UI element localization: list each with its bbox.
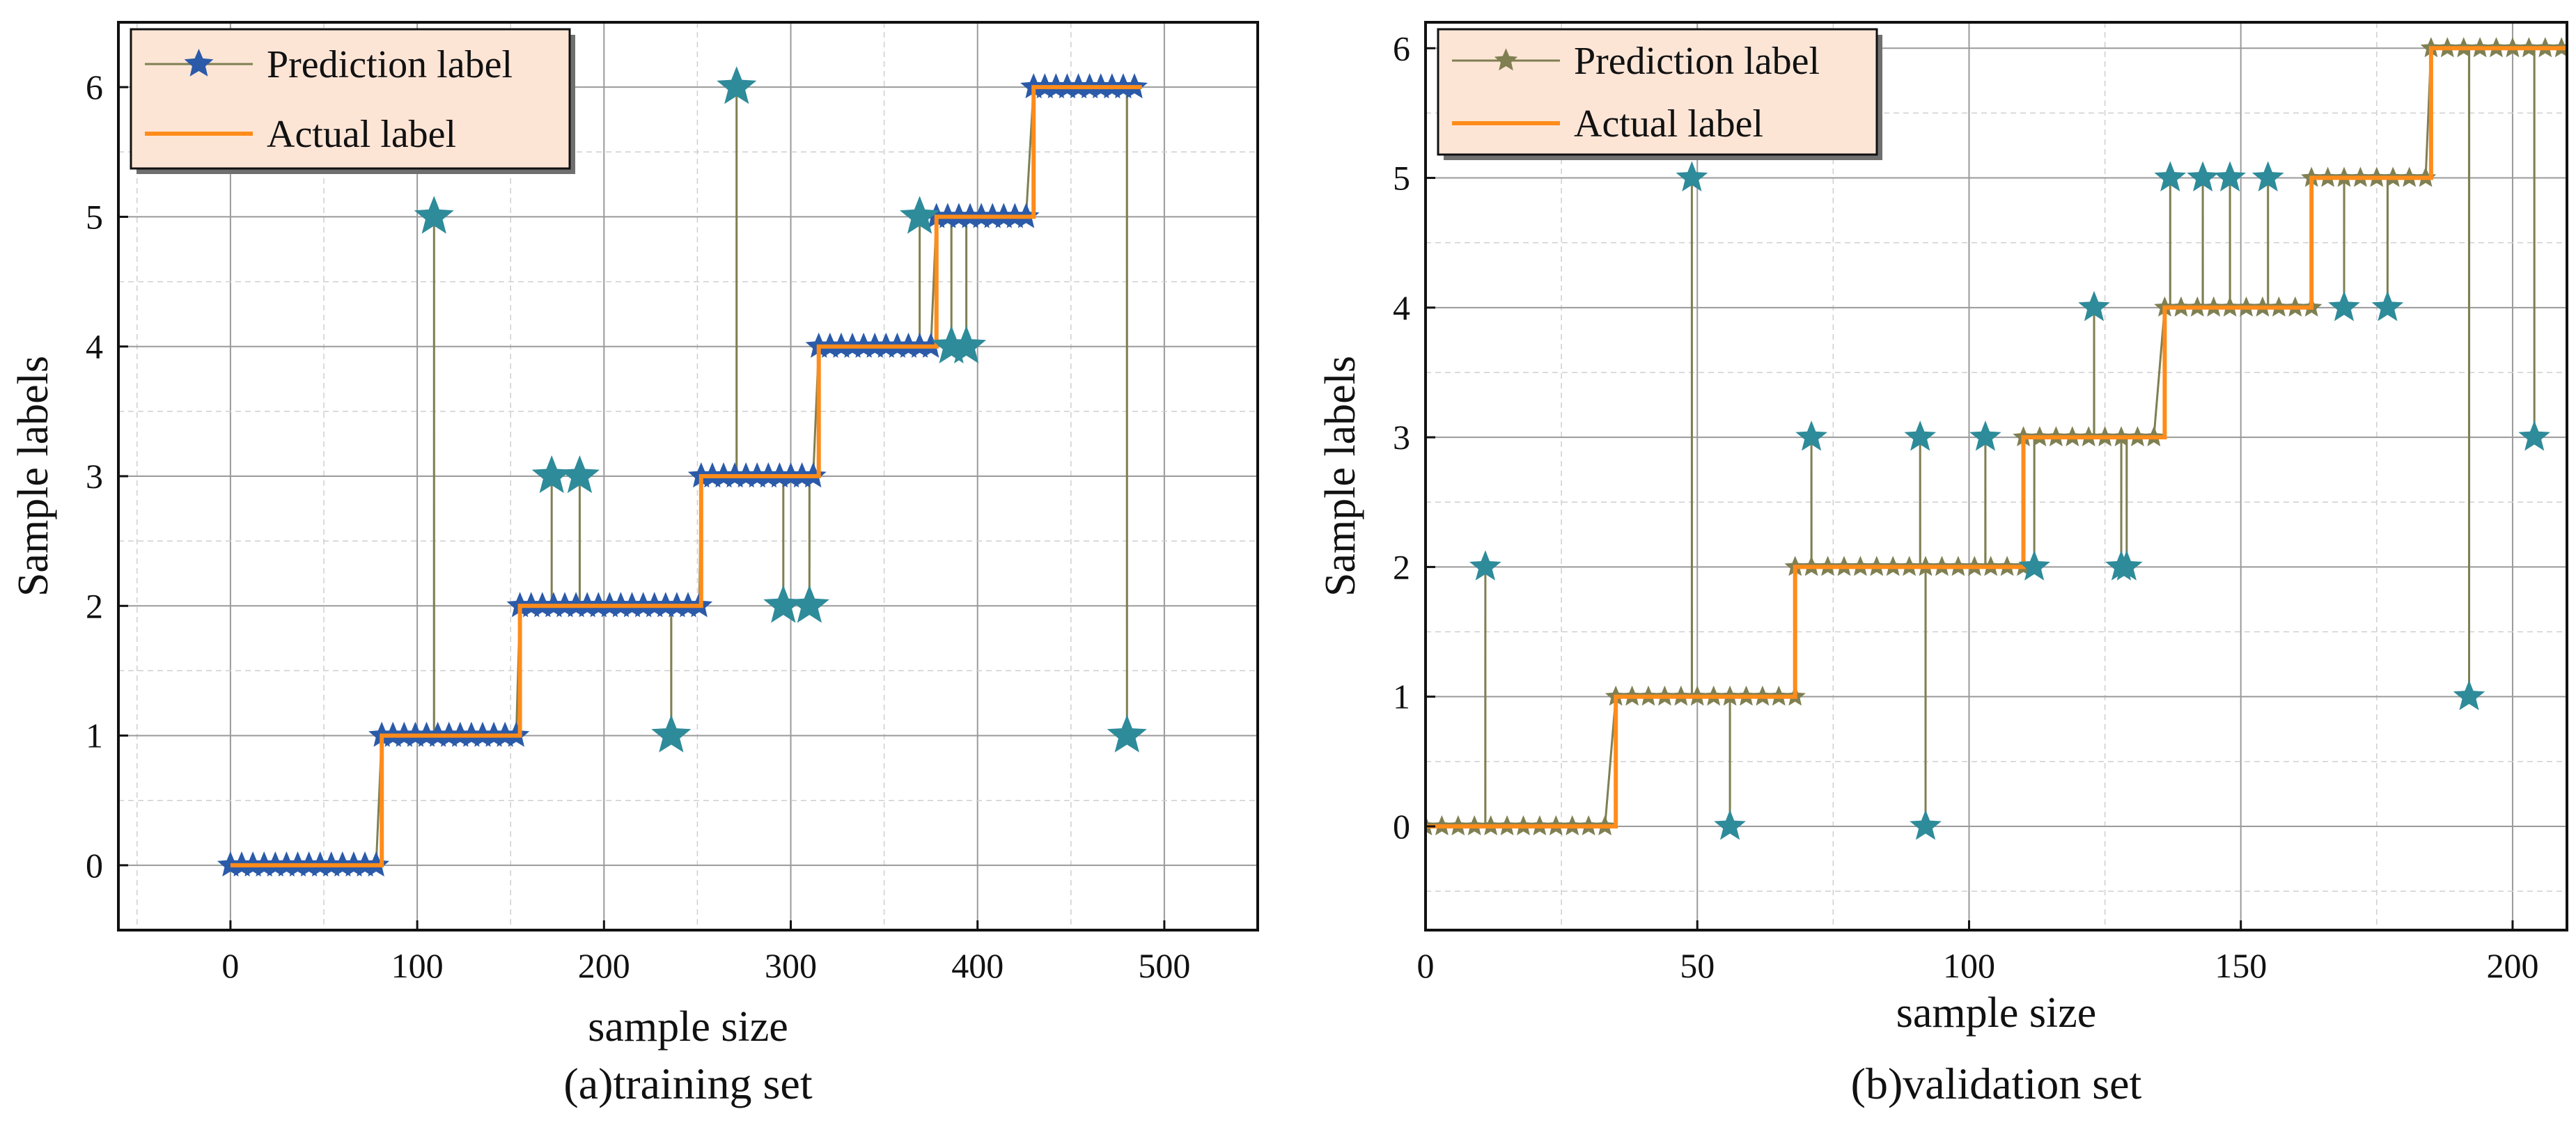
- legend: Prediction label Actual label: [130, 28, 575, 174]
- outlier-point: [2154, 161, 2187, 191]
- outlier-point: [789, 585, 829, 623]
- legend-label: Prediction label: [1574, 40, 1820, 83]
- y-tick-label: 1: [86, 716, 103, 755]
- x-tick-label: 50: [1680, 946, 1715, 985]
- x-tick-label: 100: [391, 946, 444, 985]
- outlier-point: [2371, 290, 2404, 322]
- outlier-point: [2453, 679, 2485, 711]
- x-tick-label: 300: [765, 946, 817, 985]
- actual-line: [1426, 46, 2567, 828]
- y-tick-label: 6: [1393, 29, 1410, 68]
- outlier-point: [2518, 420, 2550, 451]
- outlier-point: [1676, 161, 1708, 191]
- legend-box: [1437, 28, 1878, 156]
- prediction-outliers: [414, 66, 1147, 753]
- outlier-point: [2111, 550, 2143, 581]
- y-tick-label: 5: [86, 197, 103, 236]
- panel-training-set: 0 100 200 300 400 500 0 1 2 3 4 5 6 sample size Sample…: [10, 21, 1259, 1108]
- prediction-outliers: [1469, 161, 2550, 840]
- prediction-markers: [217, 73, 1148, 876]
- outlier-point: [1714, 810, 1746, 840]
- outlier-point: [900, 196, 940, 234]
- y-tick-label: 3: [1393, 418, 1410, 457]
- x-tick-label: 0: [1417, 946, 1435, 985]
- x-tick-label: 400: [951, 946, 1004, 985]
- x-tick-label: 0: [221, 946, 239, 985]
- outlier-point: [531, 455, 572, 494]
- outlier-point: [1969, 420, 2001, 451]
- x-axis-title: sample size: [1896, 989, 2097, 1037]
- outlier-point: [651, 714, 692, 753]
- x-tick-label: 100: [1943, 946, 1995, 985]
- outlier-point: [414, 196, 454, 234]
- y-tick-label: 2: [86, 586, 103, 625]
- y-tick-label: 4: [1393, 288, 1410, 327]
- outlier-point: [559, 455, 600, 494]
- y-tick-label: 0: [86, 846, 103, 885]
- y-tick-label: 2: [1393, 547, 1410, 586]
- y-tick-label: 6: [86, 68, 103, 107]
- plot-frame: [1424, 21, 2568, 931]
- outlier-point: [717, 66, 757, 104]
- y-tick-label: 4: [86, 327, 103, 366]
- outlier-point: [1795, 420, 1827, 451]
- panel-validation-set: 0 50 100 150 200 0 1 2 3 4 5 6 sample size Sample lab…: [1317, 21, 2568, 1108]
- legend-label: Actual label: [1574, 102, 1763, 146]
- legend-label: Prediction label: [267, 43, 513, 86]
- outlier-point: [1107, 714, 1147, 753]
- outlier-point: [763, 585, 804, 623]
- outlier-point: [1469, 550, 1501, 581]
- ticks: 0 50 100 150 200 0 1 2 3 4 5 6: [1393, 29, 2538, 985]
- outlier-point: [2251, 161, 2284, 191]
- ticks: 0 100 200 300 400 500 0 1 2 3 4 5 6: [86, 68, 1190, 985]
- y-axis-title: Sample labels: [1317, 356, 1364, 597]
- outlier-point: [2214, 161, 2246, 191]
- x-tick-label: 150: [2215, 946, 2267, 985]
- actual-line: [230, 85, 1142, 867]
- y-tick-label: 5: [1393, 159, 1410, 198]
- plot-area: [217, 66, 1148, 876]
- outlier-point: [946, 325, 987, 363]
- outlier-point: [931, 325, 971, 363]
- y-tick-label: 0: [1393, 807, 1410, 846]
- x-tick-label: 200: [2486, 946, 2538, 985]
- legend-label: Actual label: [267, 113, 456, 156]
- legend: Prediction label Actual label: [1437, 28, 1882, 160]
- plot-area: [1426, 37, 2567, 840]
- outlier-point: [2187, 161, 2219, 191]
- x-tick-label: 500: [1138, 946, 1190, 985]
- panel-caption: (b)validation set: [1851, 1059, 2142, 1108]
- panel-caption: (a)training set: [563, 1059, 812, 1108]
- legend-star-icon: [1494, 48, 1518, 71]
- legend-star-icon: [184, 49, 214, 77]
- outlier-point: [2078, 290, 2110, 322]
- y-tick-label: 3: [86, 457, 103, 496]
- y-axis-title: Sample labels: [10, 356, 57, 597]
- legend-box: [130, 28, 571, 170]
- x-axis-title: sample size: [588, 1003, 788, 1051]
- x-tick-label: 200: [578, 946, 630, 985]
- outlier-point: [2018, 550, 2050, 581]
- outlier-point: [2328, 290, 2360, 322]
- y-tick-label: 1: [1393, 677, 1410, 716]
- outlier-point: [1904, 420, 1937, 451]
- outlier-point: [1910, 810, 1942, 840]
